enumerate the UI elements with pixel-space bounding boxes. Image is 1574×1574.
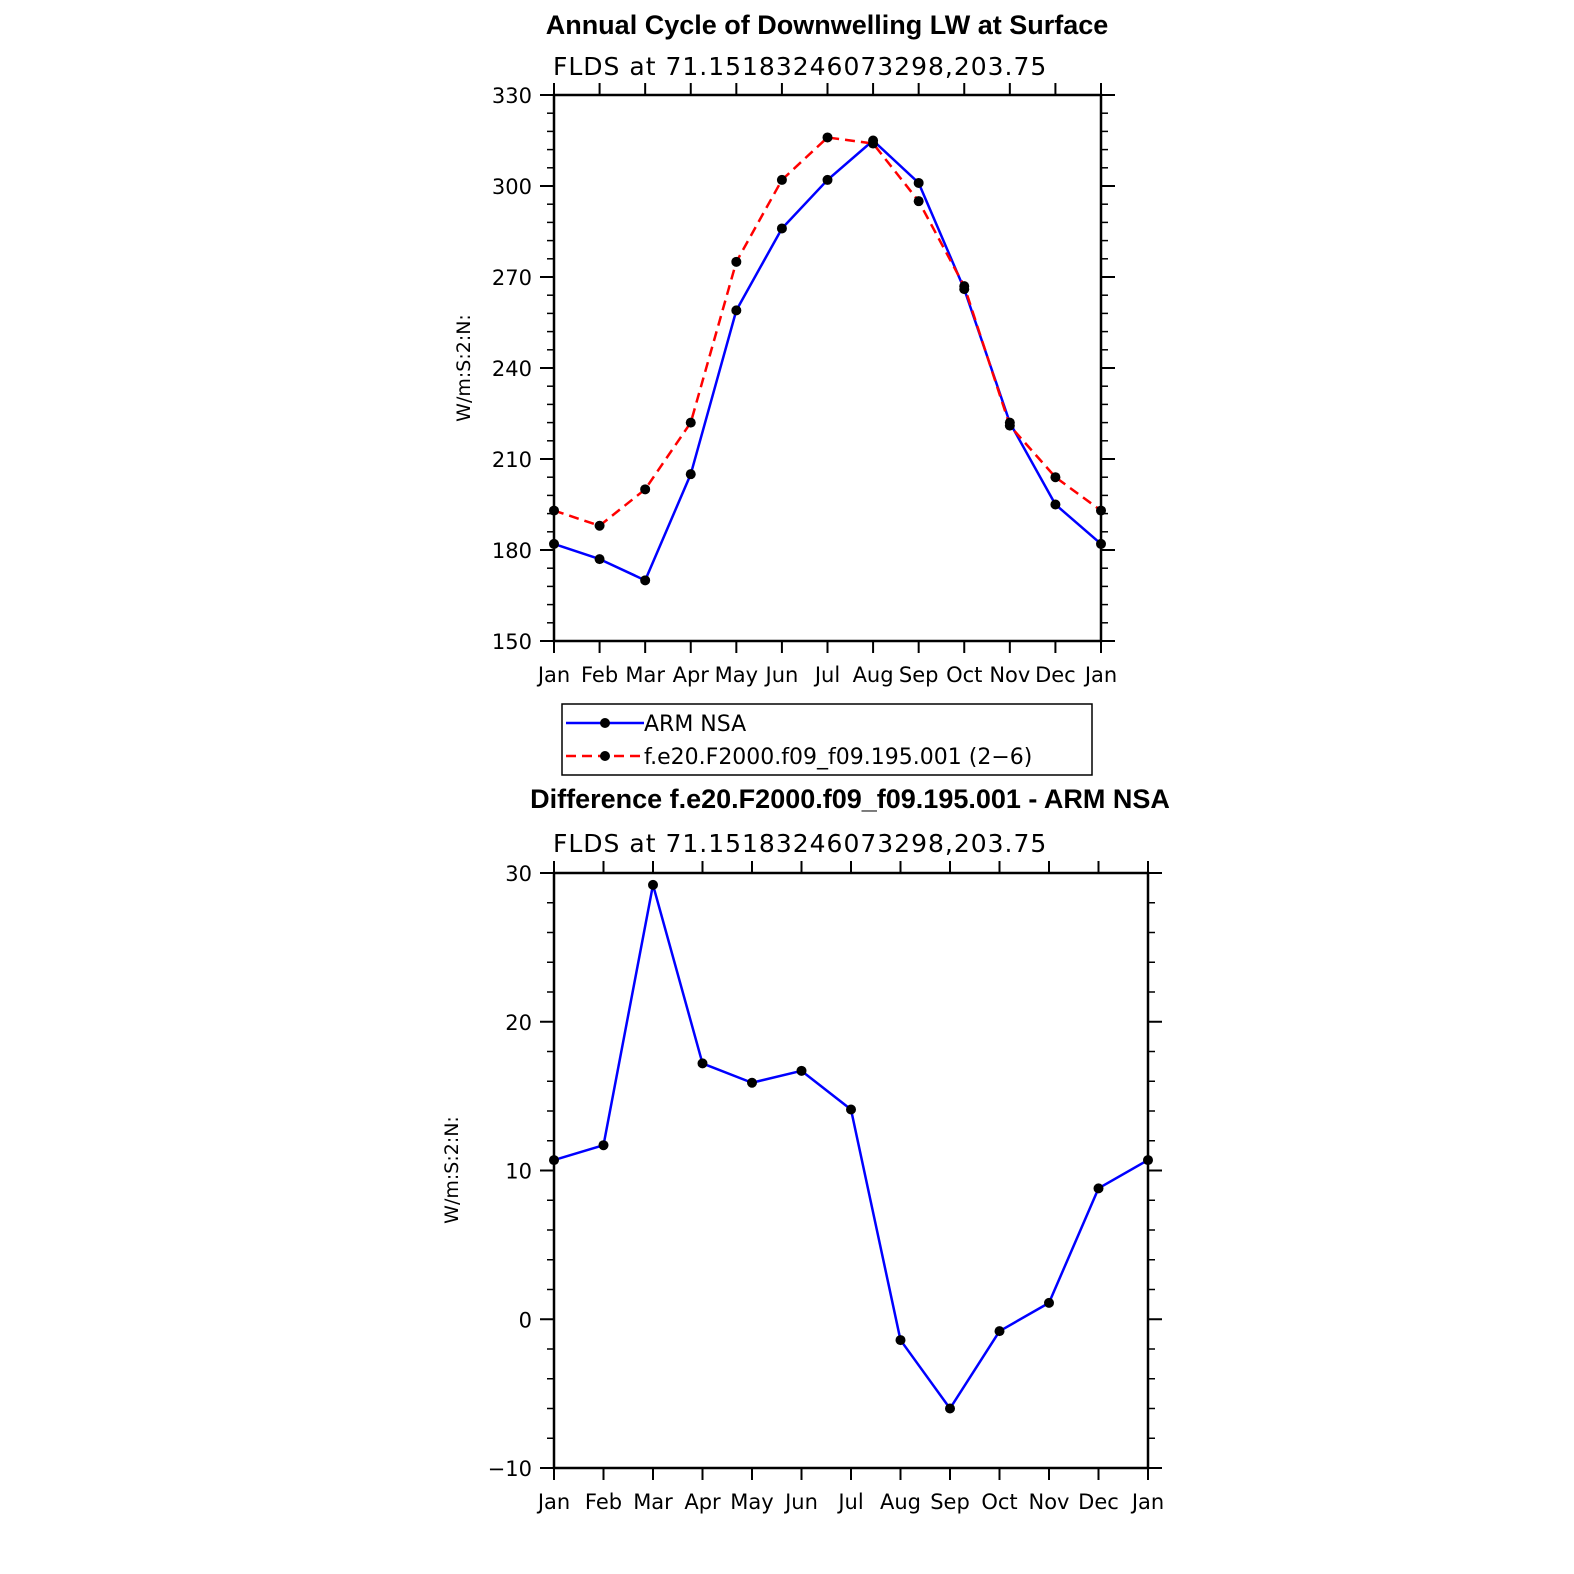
arm-nsa-point [731,305,742,316]
x-tick-label: Nov [989,663,1030,687]
y-tick-label: 180 [492,539,532,563]
x-tick-label: May [730,1490,773,1514]
arm-nsa-point [640,575,651,586]
model-point [822,132,833,143]
x-tick-label: Jul [836,1490,863,1514]
x-tick-label: Jul [813,663,840,687]
legend-label-model: f.e20.F2000.f09_f09.195.001 (2−6) [644,745,1032,770]
model-point [1096,505,1106,516]
difference-point [747,1077,757,1088]
x-tick-label: Jan [1130,1490,1164,1514]
difference-point [945,1403,955,1414]
chart-subtitle: FLDS at 71.15183246073298,203.75 [553,52,1047,81]
model-point [959,281,970,292]
x-tick-label: Jan [536,663,570,687]
series-layer [549,132,1106,586]
y-axis-label: W/m:S:2:N: [453,314,475,422]
x-tick-label: Jan [536,1490,570,1514]
model-point [913,196,924,207]
x-tick-label: Jan [1083,663,1117,687]
difference-point [846,1104,856,1115]
model-line [553,136,1102,527]
arm-nsa-point [549,538,559,549]
x-tick-label: Feb [581,663,618,687]
y-tick-label: 10 [505,1160,532,1184]
x-tick-label: Sep [930,1490,970,1514]
x-tick-label: Aug [853,663,894,687]
chart-title: Annual Cycle of Downwelling LW at Surfac… [546,10,1109,40]
x-tick-label: Jun [764,663,799,687]
difference-point [697,1058,708,1069]
y-tick-label: 300 [492,175,532,199]
x-tick-label: Dec [1035,663,1076,687]
x-tick-label: Dec [1078,1490,1119,1514]
y-tick-label: 150 [492,630,532,654]
arm-nsa-point [685,469,696,480]
model-point [594,520,605,531]
arm-nsa-line [553,139,1102,582]
legend-label-obs: ARM NSA [644,712,746,737]
y-tick-label: 270 [492,266,532,290]
model-point [1004,420,1015,431]
arm-nsa-point [913,177,924,188]
y-tick-label: 240 [492,357,532,381]
model-point [776,174,787,185]
x-tick-label: Jun [783,1490,818,1514]
model-point [868,138,879,149]
y-tick-label: 0 [519,1308,532,1332]
difference-point [1093,1183,1104,1194]
arm-nsa-point [1050,499,1061,510]
arm-nsa-point [822,174,833,185]
difference-point [648,879,658,890]
model-point [640,484,651,495]
difference-point [1143,1155,1153,1166]
x-tick-label: Oct [981,1490,1017,1514]
legend-box [561,703,1093,776]
y-tick-label: 210 [492,448,532,472]
x-tick-label: Mar [625,663,665,687]
difference-point [1044,1297,1054,1308]
legend-marker-obs [600,718,610,728]
difference-point [549,1155,559,1166]
difference-line [553,883,1149,1410]
y-axis-label: W/m:S:2:N: [441,1116,463,1224]
annual-cycle-chart: Annual Cycle of Downwelling LW at Surfac… [453,10,1117,776]
series-layer [549,879,1153,1414]
arm-nsa-point [594,554,605,565]
model-point [731,256,742,267]
arm-nsa-point [776,223,787,234]
chart-subtitle: FLDS at 71.15183246073298,203.75 [553,829,1047,858]
model-point [685,417,696,428]
plot-frame [552,871,1150,1470]
difference-point [598,1140,609,1151]
axes: Jan Feb Mar Apr May Jun Jul Aug Sep Oct Nov Dec Jan−… [488,861,1164,1514]
model-point [549,505,559,516]
x-tick-label: Sep [899,663,939,687]
x-tick-label: Apr [684,1490,721,1514]
model-point [1050,472,1061,483]
x-tick-label: Feb [585,1490,622,1514]
legend-marker-model [600,751,610,761]
difference-point [994,1326,1005,1337]
axes: Jan Feb Mar Apr May Jun Jul Aug Sep Oct Nov Dec Jan1… [492,83,1117,687]
legend: ARM NSA f.e20.F2000.f09_f09.195.001 (2−6… [561,703,1093,776]
x-tick-label: Oct [946,663,982,687]
difference-chart: Difference f.e20.F2000.f09_f09.195.001 -… [441,784,1170,1514]
y-tick-label: −10 [488,1457,532,1481]
y-tick-label: 20 [505,1011,532,1035]
x-tick-label: May [715,663,758,687]
x-tick-label: Mar [633,1490,673,1514]
x-tick-label: Apr [673,663,710,687]
arm-nsa-point [1096,538,1106,549]
x-tick-label: Aug [880,1490,921,1514]
y-tick-label: 330 [492,84,532,108]
chart-title: Difference f.e20.F2000.f09_f09.195.001 -… [530,784,1170,814]
y-tick-label: 30 [505,862,532,886]
difference-point [895,1335,906,1346]
x-tick-label: Nov [1029,1490,1070,1514]
difference-point [796,1065,807,1076]
